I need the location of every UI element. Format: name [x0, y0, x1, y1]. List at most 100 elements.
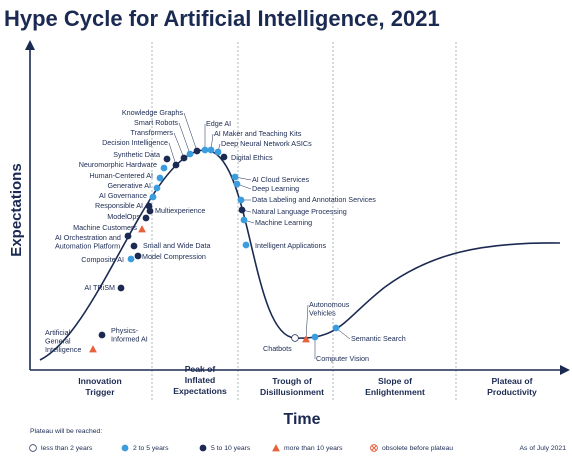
- leader-line: [305, 304, 309, 340]
- marker-dark-circle: [220, 153, 228, 161]
- marker-dark-circle: [172, 161, 180, 169]
- technology-label-line: Semantic Search: [351, 334, 406, 343]
- technology-label-line: Deep Learning: [252, 184, 299, 193]
- technology-label: Chatbots: [263, 344, 292, 353]
- marker-light-circle: [231, 173, 239, 181]
- phase-label-line: Slope of: [378, 376, 412, 386]
- marker-light-circle: [311, 333, 319, 341]
- technology-label-line: Multiexperience: [155, 206, 205, 215]
- phase-label-line: Expectations: [173, 386, 227, 396]
- marker-dark-circle: [117, 284, 125, 292]
- marker-light-circle: [237, 196, 245, 204]
- as-of: As of July 2021: [520, 445, 567, 452]
- technology-label: Generative AI: [107, 181, 151, 190]
- marker-light-circle: [156, 174, 164, 182]
- legend-label: 2 to 5 years: [133, 445, 169, 452]
- marker-light-circle: [207, 146, 215, 154]
- technology-label-line: Transformers: [131, 128, 174, 137]
- technology-label-line: AI Maker and Teaching Kits: [214, 129, 302, 138]
- technology-label-line: Chatbots: [263, 344, 292, 353]
- marker-light-circle: [233, 180, 241, 188]
- technology-label-line: Smart Robots: [134, 118, 178, 127]
- legend-title: Plateau will be reached:: [30, 428, 102, 435]
- technology-label-line: Knowledge Graphs: [122, 108, 184, 117]
- phase-label-line: Plateau of: [491, 376, 532, 386]
- marker-light-circle: [201, 146, 209, 154]
- technology-label: Edge AI: [206, 119, 231, 128]
- marker-light-circle: [240, 216, 248, 224]
- technology-label: Computer Vision: [316, 354, 369, 363]
- technology-label: Data Labeling and Annotation Services: [252, 195, 376, 204]
- marker-triangle: [302, 335, 310, 343]
- marker-light-circle: [214, 148, 222, 156]
- marker-light-circle: [242, 241, 250, 249]
- technology-label-line: Model Compression: [142, 252, 206, 261]
- technology-label: Transformers: [131, 128, 174, 137]
- technology-label-line: Decision Intelligence: [102, 138, 168, 147]
- leader-line: [183, 112, 198, 152]
- technology-label-line: General: [45, 336, 71, 345]
- phase-label-line: Enlightenment: [365, 387, 425, 397]
- marker-light-circle: [121, 444, 129, 452]
- technology-label-line: AI Orchestration and: [55, 233, 121, 242]
- technology-label-line: AI Governance: [99, 191, 147, 200]
- technology-label: Multiexperience: [155, 206, 205, 215]
- technology-label: Intelligent Applications: [255, 241, 327, 250]
- technology-label-line: Generative AI: [107, 181, 151, 190]
- technology-label-line: Intelligence: [45, 345, 81, 354]
- marker-light-circle: [332, 324, 340, 332]
- title: Hype Cycle for Artificial Intelligence, …: [4, 6, 440, 31]
- technology-label: Composite AI: [81, 255, 124, 264]
- marker-dark-circle: [145, 202, 153, 210]
- legend-label: 5 to 10 years: [211, 445, 251, 452]
- technology-label: Autonomous Vehicles: [309, 300, 350, 318]
- phase-separators: [151, 42, 457, 402]
- technology-label-line: Artificial: [45, 328, 71, 337]
- marker-light-circle: [149, 193, 157, 201]
- technology-label-line: Responsible AI: [95, 201, 143, 210]
- technology-label-line: Neuromorphic Hardware: [79, 160, 157, 169]
- leader-line: [168, 142, 177, 166]
- marker-light-circle: [153, 184, 161, 192]
- phase-label-line: Disillusionment: [260, 387, 324, 397]
- technology-label: Model Compression: [142, 252, 206, 261]
- technology-label-line: Deep Neural Network ASICs: [221, 139, 312, 148]
- marker-open-circle: [291, 334, 299, 342]
- technology-label: Neuromorphic Hardware: [79, 160, 157, 169]
- marker-dark-circle: [180, 154, 188, 162]
- technology-label: AI Orchestration and Automation Platform: [55, 233, 121, 251]
- technology-label: Machine Customers: [73, 223, 137, 232]
- technology-label-line: Composite AI: [81, 255, 124, 264]
- phase-label-line: Trough of: [272, 376, 312, 386]
- technology-label-line: ModelOps: [107, 212, 140, 221]
- technology-label: AI TRiSM: [84, 283, 115, 292]
- technology-label-line: Physics-: [111, 326, 139, 335]
- marker-dark-circle: [238, 206, 246, 214]
- marker-open-circle: [29, 444, 37, 452]
- technology-label: Synthetic Data: [113, 150, 160, 159]
- technology-label-line: Machine Learning: [255, 218, 312, 227]
- technology-label: Small and Wide Data: [143, 241, 211, 250]
- technology-label-line: Automation Platform: [55, 241, 120, 250]
- technology-label: Digital Ethics: [231, 153, 273, 162]
- phase-label: Slope of Enlightenment: [365, 376, 425, 397]
- legend-label: obsolete before plateau: [382, 445, 453, 452]
- technology-label-line: AI TRiSM: [84, 283, 115, 292]
- marker-dark-circle: [142, 214, 150, 222]
- technology-label-line: Data Labeling and Annotation Services: [252, 195, 376, 204]
- technology-label-line: Human-Centered AI: [89, 171, 153, 180]
- technology-label: Semantic Search: [351, 334, 406, 343]
- phase-label: Plateau of Productivity: [487, 376, 537, 397]
- phase-label: Trough of Disillusionment: [260, 376, 324, 397]
- x-axis-label: Time: [283, 411, 320, 428]
- technology-label: Responsible AI: [95, 201, 143, 210]
- phase-label-line: Productivity: [487, 387, 537, 397]
- marker-dark-circle: [134, 252, 142, 260]
- technology-label-line: AI Cloud Services: [252, 175, 310, 184]
- marker-light-circle: [127, 255, 135, 263]
- marker-dark-circle: [130, 242, 138, 250]
- technology-label-line: Digital Ethics: [231, 153, 273, 162]
- y-axis-label: Expectations: [8, 163, 25, 256]
- phase-label-line: Peak of: [185, 364, 216, 374]
